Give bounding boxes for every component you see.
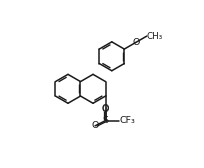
Text: O: O <box>132 38 139 47</box>
Text: CF₃: CF₃ <box>119 116 135 125</box>
Text: O: O <box>91 121 98 130</box>
Text: O: O <box>101 105 109 114</box>
Text: S: S <box>102 116 108 125</box>
Text: O: O <box>101 104 109 113</box>
Text: CH₃: CH₃ <box>146 32 162 40</box>
